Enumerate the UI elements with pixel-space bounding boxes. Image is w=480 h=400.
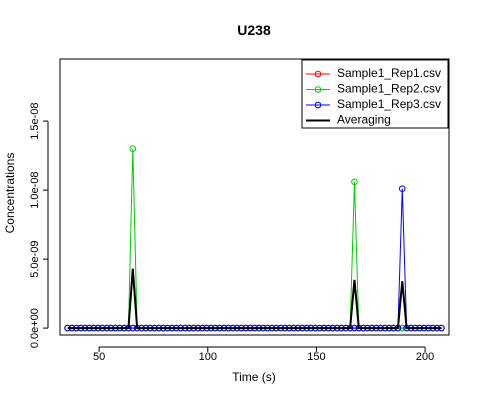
y-axis: 0.0e+00 5.0e-09 1.0e-08 1.5e-08 — [29, 102, 49, 348]
legend-marker — [314, 70, 322, 78]
legend-label: Sample1_Rep2.csv — [337, 82, 441, 96]
x-tick-label: 150 — [307, 351, 325, 363]
data-point-rep3 — [129, 324, 137, 332]
data-point-rep2 — [129, 145, 137, 152]
data-point-rep3 — [351, 324, 358, 332]
legend-marker — [314, 101, 322, 109]
data-point-rep3 — [398, 185, 406, 193]
plot-frame — [59, 58, 450, 336]
legend-label: Sample1_Rep3.csv — [337, 97, 441, 111]
data-point-rep2 — [398, 324, 406, 332]
plot-area — [59, 58, 450, 336]
series-layer — [64, 145, 445, 332]
legend: Sample1_Rep1.csv Sample1_Rep2.csvSample1_… — [301, 59, 449, 129]
legend-box — [301, 59, 449, 129]
y-tick-label: 1.5e-08 — [29, 102, 41, 139]
chart-title: U238 — [237, 22, 271, 38]
x-axis-label: Time (s) — [232, 370, 276, 384]
y-tick-label: 0.0e+00 — [29, 308, 41, 348]
legend-label: Sample1_Rep1.csv — [337, 66, 441, 80]
x-tick-label: 50 — [93, 351, 105, 363]
y-tick-label: 5.0e-09 — [29, 240, 41, 277]
x-axis: 50 100 150 200 — [93, 346, 434, 363]
series-line-averaging — [67, 268, 442, 330]
series-line-rep2 — [67, 148, 442, 329]
data-point-rep2 — [351, 178, 358, 186]
legend-marker — [314, 86, 322, 93]
y-tick-label: 1.0e-08 — [29, 171, 41, 208]
legend-label: Averaging — [337, 113, 391, 127]
y-axis-label: Concentrations — [3, 153, 17, 234]
x-tick-label: 100 — [199, 351, 217, 363]
series-line-rep3 — [67, 188, 442, 329]
x-tick-label: 200 — [416, 351, 434, 363]
